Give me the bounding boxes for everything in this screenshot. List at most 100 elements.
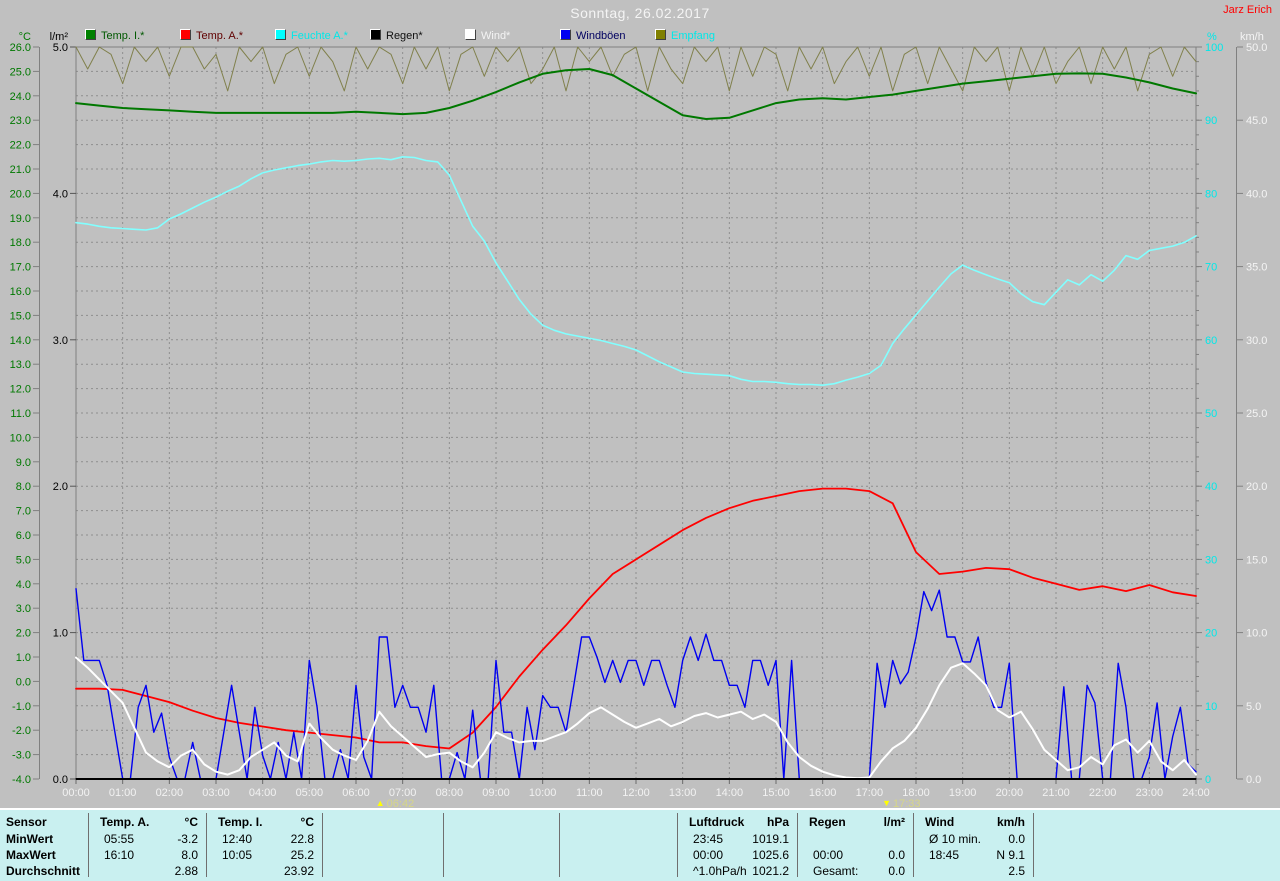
axis-label: 1.0	[16, 652, 31, 664]
series-temp-a-	[75, 487, 1197, 750]
legend-swatch	[465, 29, 476, 40]
table-value: 0.0	[888, 848, 905, 862]
column-divider	[88, 813, 89, 877]
row-label: MaxWert	[6, 848, 56, 862]
axis-label: 05:00	[296, 787, 324, 799]
axis-label: 0	[1205, 774, 1211, 786]
table-value: 2.5	[1008, 864, 1025, 878]
table-value: 1021.2	[752, 864, 789, 878]
table-time: Ø 10 min.	[929, 832, 982, 846]
legend-item-windb-en: Windböen	[560, 29, 626, 42]
axis-label: 7.0	[16, 506, 31, 518]
legend-item-temp-i-: Temp. I.*	[85, 29, 145, 42]
axis-label: 18:00	[902, 787, 930, 799]
axis-label: 4.0	[53, 188, 68, 200]
axis-label: 04:00	[249, 787, 277, 799]
axis-label: 07:00	[389, 787, 417, 799]
axis-label: 30.0	[1246, 335, 1267, 347]
legend-label: Empfang	[671, 30, 716, 42]
axis-label: 10	[1205, 701, 1217, 713]
axis-label: l/m²	[50, 31, 69, 43]
axis-label: 11:00	[576, 787, 603, 799]
chart-title: Sonntag, 26.02.2017	[570, 5, 710, 21]
axis-label: 40	[1205, 481, 1217, 493]
column-divider	[322, 813, 323, 877]
axis-label: 50.0	[1246, 42, 1267, 54]
axis-label: 15:00	[762, 787, 790, 799]
axis-label: 17:00	[856, 787, 884, 799]
axis-label: 12:00	[622, 787, 650, 799]
axis-label: 10:00	[529, 787, 557, 799]
axis-label: 01:00	[109, 787, 137, 799]
column-unit: °C	[300, 815, 314, 829]
axis-label: 24.0	[10, 91, 31, 103]
axis-label: 15.0	[1246, 554, 1267, 566]
column-unit: l/m²	[883, 815, 905, 829]
axis-label: -3.0	[12, 750, 31, 762]
table-value: 0.0	[888, 864, 905, 878]
row-label: Sensor	[6, 815, 47, 829]
legend-item-wind-: Wind*	[465, 29, 510, 42]
column-title: Luftdruck	[689, 815, 745, 829]
legend-label: Feuchte A.*	[291, 30, 348, 42]
legend-label: Temp. I.*	[101, 30, 145, 42]
axis-label: 25.0	[10, 66, 31, 78]
owner-label: Jarz Erich	[1223, 4, 1272, 16]
axis-label: 26.0	[10, 42, 31, 54]
axis-label: 02:00	[156, 787, 184, 799]
legend-label: Temp. A.*	[196, 30, 244, 42]
series-wind	[75, 656, 1197, 780]
axis-label: 0.0	[1246, 774, 1261, 786]
table-value: 2.88	[174, 864, 198, 878]
table-value: 1019.1	[752, 832, 789, 846]
sunset-time: 17:33	[893, 798, 921, 808]
table-time: 23:45	[693, 832, 724, 846]
axis-label: 09:00	[482, 787, 510, 799]
axis-label: 30	[1205, 554, 1217, 566]
column-unit: km/h	[996, 815, 1025, 829]
table-value: -3.2	[177, 832, 198, 846]
column-divider	[677, 813, 678, 877]
legend-item-feuchte-a-: Feuchte A.*	[275, 29, 348, 42]
table-value: 23.92	[283, 864, 314, 878]
axis-label: 12.0	[10, 384, 31, 396]
column-divider	[559, 813, 560, 877]
table-time: 18:45	[929, 848, 960, 862]
axis-label: 10.0	[1246, 628, 1267, 640]
stats-table: Sensor MinWert MaxWert Durchschnitt Temp. A.…	[0, 808, 1280, 881]
series-empfang	[75, 46, 1197, 92]
axis-label: 21.0	[10, 164, 31, 176]
axis-label: km/h	[1240, 31, 1264, 43]
axis-label: 13.0	[10, 359, 31, 371]
axis-label: 4.0	[16, 579, 31, 591]
grid	[76, 47, 1196, 779]
axis-label: 2.0	[53, 481, 68, 493]
table-value: 8.0	[181, 848, 198, 862]
axis-label: 3.0	[53, 335, 68, 347]
column-title: Regen	[809, 815, 846, 829]
axis-label: 5.0	[16, 554, 31, 566]
legend-item-temp-a-: Temp. A.*	[180, 29, 244, 42]
axis-label: 13:00	[669, 787, 697, 799]
axis-label: 80	[1205, 188, 1217, 200]
x-axis	[75, 778, 1197, 784]
table-time: 00:00	[693, 848, 724, 862]
sunrise-time: 06:42	[387, 798, 415, 808]
column-title: Temp. A.	[100, 815, 150, 829]
axis-label: 14.0	[10, 335, 31, 347]
axis-label: 19:00	[949, 787, 977, 799]
legend-swatch	[370, 29, 381, 40]
axis-label: 45.0	[1246, 115, 1267, 127]
series-windb-en	[75, 588, 1197, 780]
axis-label: -2.0	[12, 725, 31, 737]
table-time: 16:10	[104, 848, 135, 862]
axis-label: 22.0	[10, 140, 31, 152]
column-unit: °C	[184, 815, 198, 829]
table-value: N 9.1	[996, 848, 1025, 862]
sunset-marker: ▼ 17:33	[882, 798, 920, 808]
axis-label: 2.0	[16, 628, 31, 640]
axis-label: 35.0	[1246, 262, 1267, 274]
axis-label: 18.0	[10, 237, 31, 249]
axis-label: 0.0	[16, 676, 31, 688]
table-time: 10:05	[222, 848, 253, 862]
